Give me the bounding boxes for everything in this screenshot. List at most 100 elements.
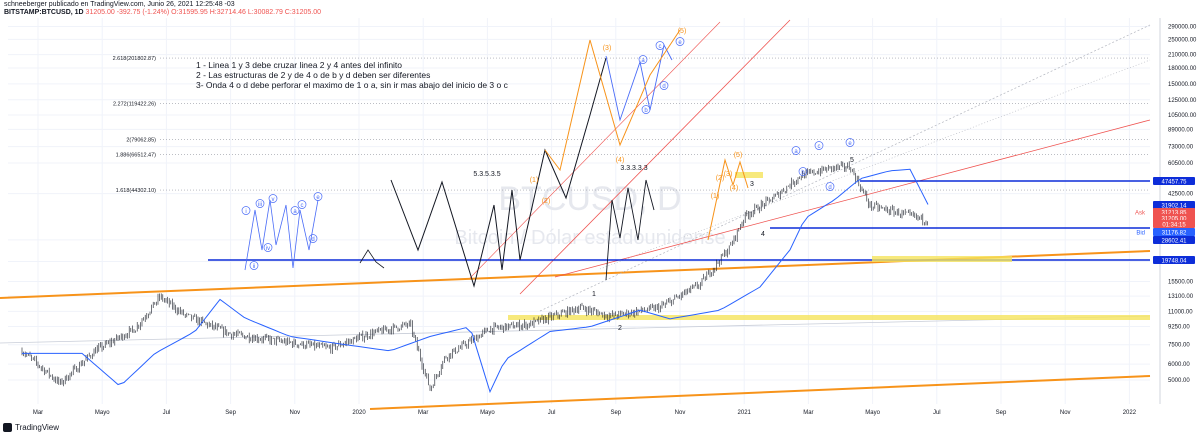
circled-wave-label-ring <box>263 243 273 252</box>
x-tick-label: Nov <box>289 410 300 416</box>
orange-wave-label: (1) <box>530 177 539 184</box>
fib-level-label: 2.618(201802.87) <box>113 56 157 62</box>
x-tick-label: Mayo <box>480 410 495 416</box>
y-tick-label: 73000.00 <box>1168 145 1194 151</box>
trend-channels: 2.618(201802.87) 2.272(119422.26) 2(79062.… <box>0 19 1151 410</box>
x-tick-label: 2021 <box>738 410 752 416</box>
wave-black-main <box>390 57 607 288</box>
y-tick-label: 42500.00 <box>1168 192 1194 198</box>
circled-wave-label: b <box>644 108 648 114</box>
watermark-symbol: BTCUSD, D <box>498 180 681 218</box>
wave-orange-upper <box>544 29 681 172</box>
price-label: 01:34:15 <box>1162 223 1186 229</box>
circled-wave-label-ring <box>798 167 808 176</box>
y-tick-label: 250000.00 <box>1168 37 1197 43</box>
label-33333: 3.3.3.3.3 <box>620 165 647 172</box>
wave-count-label: 4 <box>761 231 765 238</box>
price-label: 28602.41 <box>1161 239 1187 245</box>
price-label-bg <box>1153 228 1195 236</box>
watermark-name: Bitcoin / Dólar estadounidense <box>454 227 725 249</box>
circled-wave-label: c <box>659 44 662 50</box>
fib-level-label: 2.272(119422.26) <box>113 102 156 108</box>
circled-wave-label-ring <box>791 146 801 155</box>
orange-wave-label: (4) <box>730 185 739 192</box>
label-53535: 5.3.5.3.5 <box>473 171 500 178</box>
price-label-bg <box>1153 201 1195 209</box>
circled-wave-label: a <box>794 149 798 155</box>
fib-level-label: 2(79062.85) <box>126 138 156 144</box>
x-tick-label: Sep <box>996 410 1007 416</box>
ohlc-values: 31205.00 -392.75 (-1.24%) O:31595.95 H:3… <box>85 9 322 16</box>
yellow-zone <box>735 172 763 178</box>
x-tick-label: Mar <box>418 410 428 416</box>
x-tick-label: Mayo <box>865 410 880 416</box>
wave-black-333 <box>605 179 655 281</box>
price-label-bg <box>1153 177 1195 185</box>
y-tick-label: 11000.00 <box>1168 309 1193 315</box>
orange-wave-label: (3) <box>603 45 612 52</box>
orange-wave-label: (2) <box>542 198 551 205</box>
price-label: 31213.85 <box>1161 211 1187 217</box>
price-label-tag: Bid <box>1136 231 1145 237</box>
x-tick-label: Mar <box>33 410 43 416</box>
circled-wave-label-ring <box>290 206 300 215</box>
circled-wave-label: e <box>678 40 682 46</box>
wave-annotations: 1 - Linea 1 y 3 debe cruzar linea 2 y 4 … <box>196 28 855 332</box>
fib-level-label: 1.886(66512.47) <box>116 153 157 159</box>
dotted-trend-line <box>539 24 1151 312</box>
footer-brand: TradingView <box>15 423 60 432</box>
y-tick-label: 5000.00 <box>1168 378 1190 384</box>
y-tick-label: 150000.00 <box>1168 82 1197 88</box>
price-label: 31176.82 <box>1162 231 1187 237</box>
symbol: BITSTAMP:BTCUSD, 1D <box>4 9 84 16</box>
circled-wave-label: iii <box>258 202 262 208</box>
x-tick-label: Jul <box>548 410 556 416</box>
red-ray <box>519 19 791 295</box>
x-tick-label: 2020 <box>352 410 366 416</box>
circled-wave-label: v <box>272 197 275 203</box>
x-tick-label: Jul <box>933 410 941 416</box>
y-tick-label: 125000.00 <box>1168 98 1197 104</box>
y-tick-label: 105000.00 <box>1168 113 1197 119</box>
y-tick-label: 60500.00 <box>1168 161 1194 167</box>
wave-count-label: 5 <box>850 157 854 164</box>
x-tick-label: Nov <box>1060 410 1071 416</box>
wave-example-left <box>244 199 319 271</box>
tradingview-logo-icon <box>3 423 12 432</box>
circled-wave-label-ring <box>255 199 265 208</box>
chart-header: schneeberger publicado en TradingView.co… <box>0 0 1200 18</box>
red-ray <box>469 21 721 279</box>
circled-wave-label: e <box>848 141 852 147</box>
grid: BTCUSD, D Bitcoin / Dólar estadounidense <box>8 18 1150 404</box>
note-line: 2 - Las estructuras de 2 y de 4 o de b y… <box>196 70 430 80</box>
gray-trend-line <box>0 315 1151 344</box>
circled-wave-label: d <box>662 84 665 90</box>
circled-wave-label: a <box>641 58 645 64</box>
circled-wave-label-ring <box>297 200 307 209</box>
circled-wave-label-ring <box>638 55 648 64</box>
circled-wave-label-ring <box>268 194 278 203</box>
dotted-trend-line-2 <box>599 59 1151 270</box>
publisher-line: schneeberger publicado en TradingView.co… <box>4 1 235 8</box>
x-tick-label: Mayo <box>95 410 110 416</box>
y-tick-label: 290000.00 <box>1168 24 1197 30</box>
y-tick-label: 210000.00 <box>1168 53 1197 59</box>
circled-wave-label: d <box>311 237 314 243</box>
wave-count-label: 1 <box>592 291 596 298</box>
circled-wave-label-ring <box>825 182 835 191</box>
orange-wave-label: (3) <box>724 171 733 178</box>
x-tick-label: Jul <box>163 410 171 416</box>
fib-level-label: 1.618(44302.10) <box>116 188 157 194</box>
circled-wave-label: ii <box>253 264 256 270</box>
time-axis: Mar Mayo Jul Sep Nov 2020 Mar Mayo Jul Sep Nov 2021… <box>33 410 1137 416</box>
x-tick-label: 2022 <box>1123 410 1137 416</box>
circled-wave-label-ring <box>308 234 318 243</box>
y-tick-label: 15500.00 <box>1168 279 1194 285</box>
orange-wave-label: (5) <box>734 152 743 159</box>
y-tick-label: 13100.00 <box>1168 294 1194 300</box>
circled-wave-label: d <box>828 185 831 191</box>
price-label: 31205.00 <box>1161 217 1187 223</box>
wave-count-label: 3 <box>750 181 754 188</box>
circled-wave-label: c <box>301 203 304 209</box>
